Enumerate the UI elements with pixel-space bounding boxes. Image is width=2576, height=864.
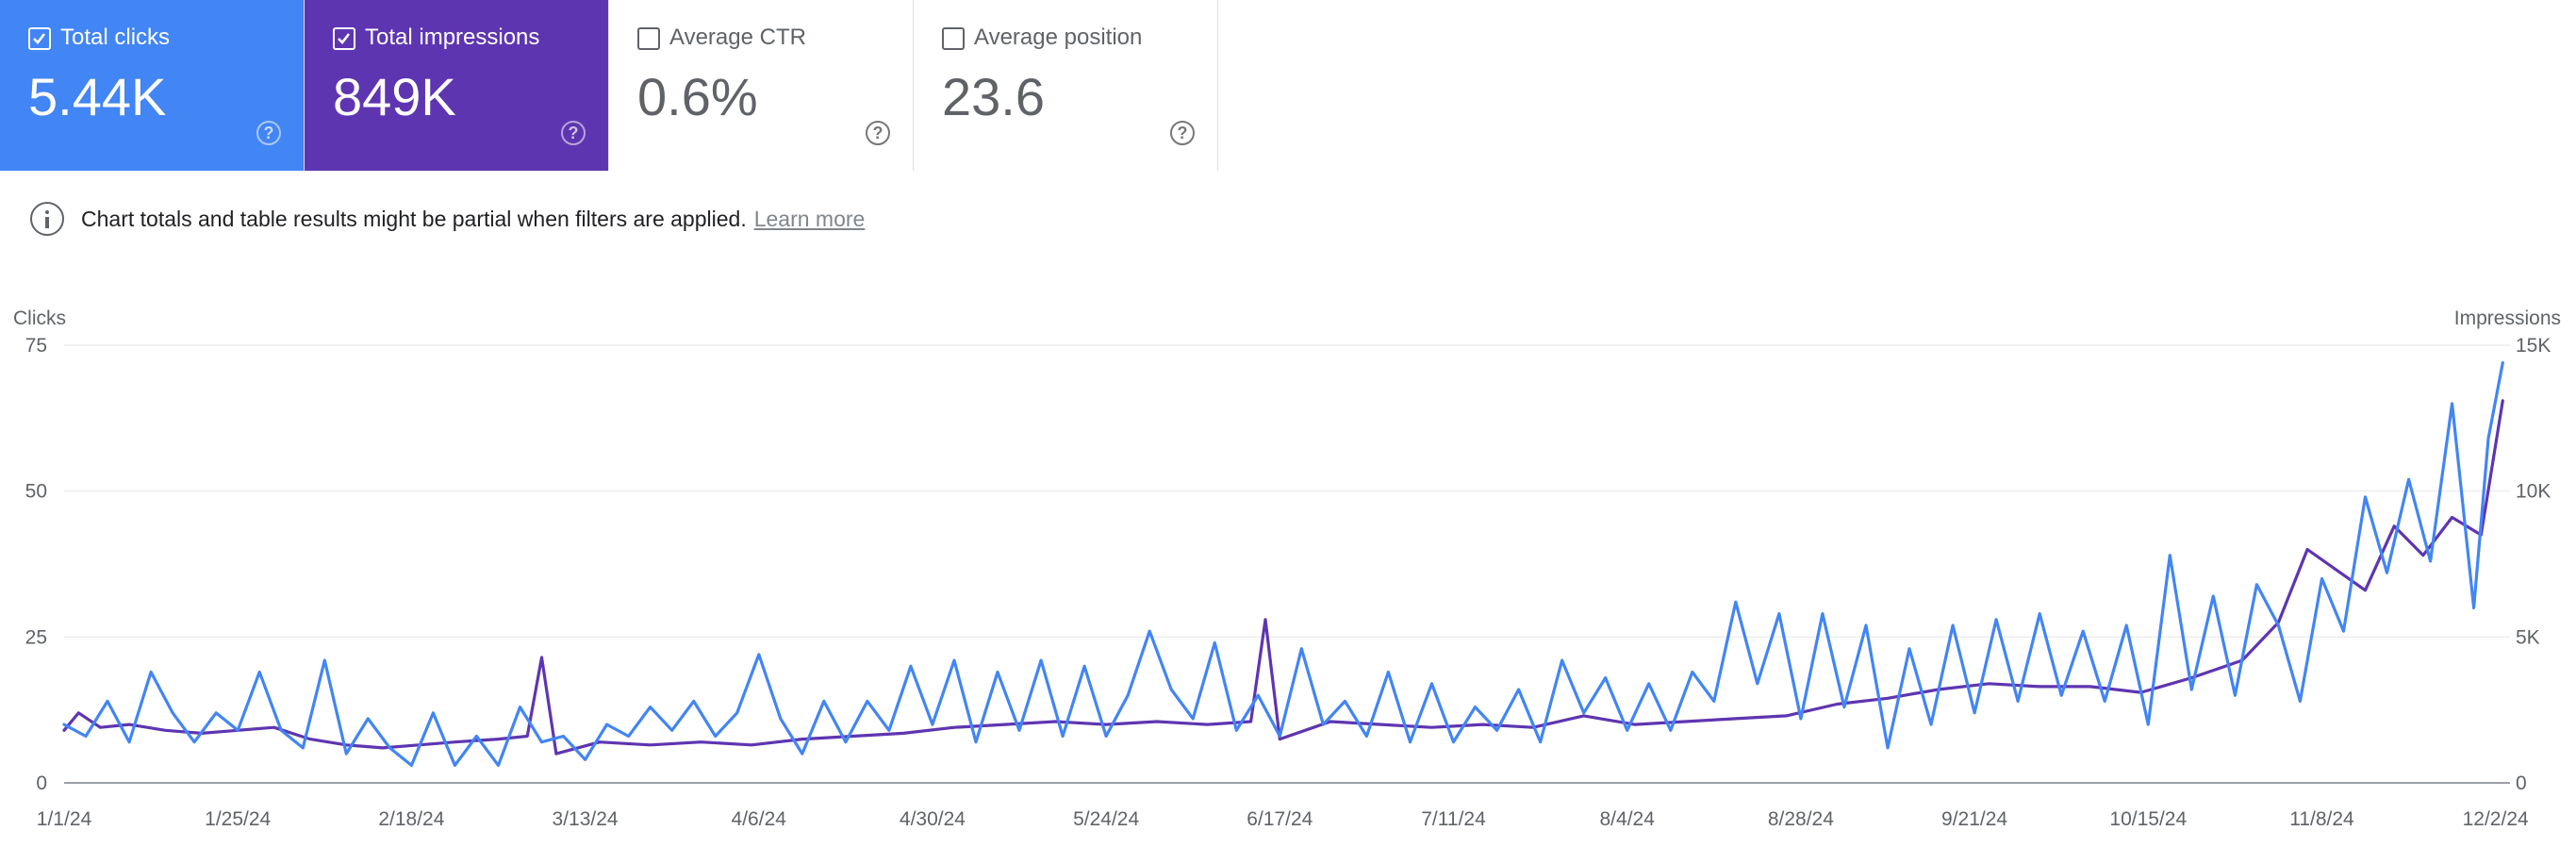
- x-tick-label: 7/11/24: [1421, 808, 1486, 830]
- x-tick-label: 5/24/24: [1073, 808, 1139, 830]
- checkbox-checked-icon[interactable]: [333, 27, 355, 50]
- y-right-tick-label: 5K: [2516, 626, 2540, 648]
- card-label: Total clicks: [60, 25, 171, 50]
- x-tick-label: 3/13/24: [553, 808, 619, 830]
- card-value: 23.6: [942, 67, 1045, 126]
- help-icon[interactable]: ?: [256, 121, 281, 145]
- card-value: 849K: [333, 67, 456, 126]
- x-tick-label: 8/4/24: [1600, 808, 1656, 830]
- x-tick-label: 4/6/24: [732, 808, 787, 830]
- y-right-axis-title: Impressions: [2454, 307, 2561, 329]
- card-label: Average CTR: [669, 25, 806, 50]
- y-left-tick-label: 25: [25, 626, 47, 648]
- y-right-tick-label: 15K: [2516, 335, 2551, 357]
- card-value: 0.6%: [637, 67, 758, 126]
- learn-more-link[interactable]: Learn more: [753, 206, 866, 231]
- card-value: 5.44K: [28, 67, 167, 126]
- checkbox-unchecked-icon[interactable]: [942, 27, 965, 50]
- y-left-tick-label: 0: [36, 773, 47, 794]
- x-tick-label: 4/30/24: [900, 808, 966, 830]
- checkbox-unchecked-icon[interactable]: [637, 27, 660, 50]
- impressions-series-line: [62, 399, 2504, 756]
- filter-notice: Chart totals and table results might be …: [30, 200, 865, 238]
- clicks-series-line: [62, 360, 2504, 767]
- x-tick-label: 1/25/24: [205, 808, 271, 830]
- card-label: Average position: [974, 25, 1143, 50]
- y-right-tick-label: 10K: [2516, 481, 2551, 503]
- performance-chart: 0 0 25 5K 50 10K 75 15K Clicks Impressions 1/1/24 1…: [13, 307, 2561, 830]
- checkbox-checked-icon[interactable]: [28, 27, 51, 50]
- x-tick-label: 12/2/24: [2463, 808, 2529, 830]
- total-impressions-card[interactable]: Total impressions 849K ?: [305, 0, 609, 171]
- help-icon[interactable]: ?: [561, 121, 586, 145]
- x-tick-label: 8/28/24: [1768, 808, 1834, 830]
- x-tick-label: 11/8/24: [2289, 808, 2354, 830]
- help-icon[interactable]: ?: [1170, 121, 1195, 145]
- card-label: Total impressions: [365, 25, 540, 50]
- y-right-tick-label: 0: [2516, 773, 2527, 794]
- x-tick-label: 1/1/24: [37, 808, 92, 830]
- info-icon: [30, 202, 64, 236]
- average-position-card[interactable]: Average position 23.6 ?: [914, 0, 1218, 171]
- x-tick-label: 10/15/24: [2109, 808, 2187, 830]
- metric-cards: Total clicks 5.44K ? Total impressions 8…: [0, 0, 1218, 171]
- help-icon[interactable]: ?: [866, 121, 890, 145]
- average-ctr-card[interactable]: Average CTR 0.6% ?: [609, 0, 914, 171]
- x-tick-label: 9/21/24: [1941, 808, 2007, 830]
- x-tick-label: 2/18/24: [378, 808, 444, 830]
- total-clicks-card[interactable]: Total clicks 5.44K ?: [0, 0, 305, 171]
- notice-text: Chart totals and table results might be …: [81, 206, 747, 231]
- x-tick-label: 6/17/24: [1247, 808, 1313, 830]
- y-left-axis-title: Clicks: [13, 307, 66, 329]
- y-left-tick-label: 75: [25, 335, 47, 357]
- y-left-tick-label: 50: [25, 481, 47, 503]
